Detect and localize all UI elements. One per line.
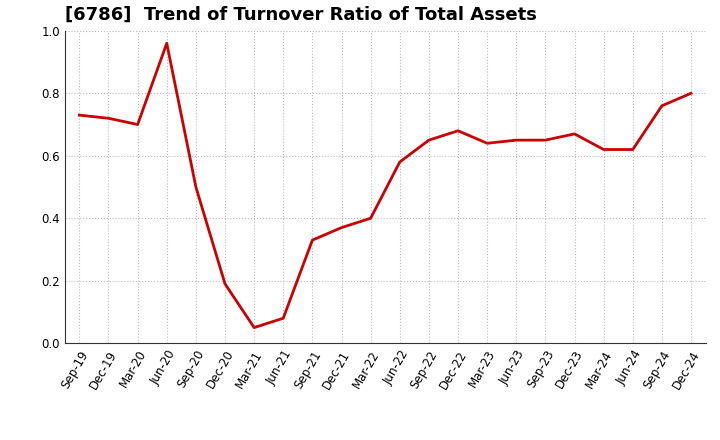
Text: [6786]  Trend of Turnover Ratio of Total Assets: [6786] Trend of Turnover Ratio of Total … [65,6,536,24]
